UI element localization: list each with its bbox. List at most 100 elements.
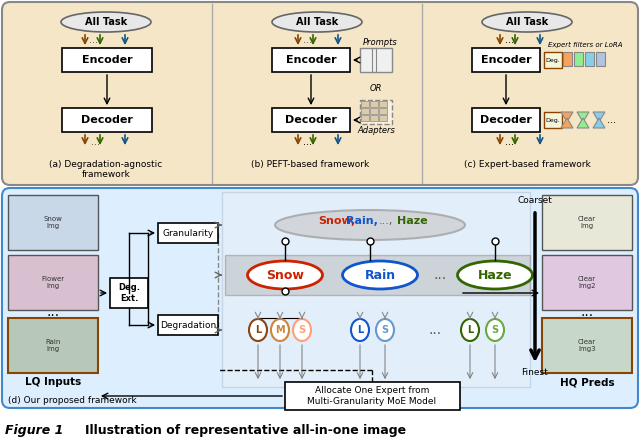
Ellipse shape — [458, 261, 532, 289]
Bar — [379, 108, 387, 114]
Text: Prompts: Prompts — [363, 37, 397, 46]
Bar — [472, 48, 540, 72]
Bar — [360, 100, 392, 124]
Bar — [585, 52, 594, 66]
Bar — [370, 101, 378, 107]
Bar — [225, 255, 530, 295]
Bar — [285, 382, 460, 410]
Ellipse shape — [248, 261, 323, 289]
Bar — [379, 101, 387, 107]
Text: All Task: All Task — [296, 17, 338, 27]
Text: Decoder: Decoder — [480, 115, 532, 125]
Text: Clear
Img2: Clear Img2 — [578, 275, 596, 288]
Text: Rain,: Rain, — [346, 216, 378, 226]
Text: Rain
Img: Rain Img — [45, 339, 61, 352]
Polygon shape — [593, 112, 605, 122]
Text: Encoder: Encoder — [82, 55, 132, 65]
Text: (d) Our proposed framework: (d) Our proposed framework — [8, 396, 136, 405]
Text: All Task: All Task — [85, 17, 127, 27]
Text: Encoder: Encoder — [285, 55, 336, 65]
Text: ...: ... — [303, 35, 312, 45]
Text: Finest: Finest — [522, 368, 548, 376]
Text: (c) Expert-based framework: (c) Expert-based framework — [463, 160, 590, 169]
Text: Snow: Snow — [266, 268, 304, 282]
Text: Deg.: Deg. — [546, 57, 561, 62]
Text: Adapters: Adapters — [357, 125, 395, 134]
Text: LQ Inputs: LQ Inputs — [25, 377, 81, 387]
Ellipse shape — [486, 319, 504, 341]
Bar — [596, 52, 605, 66]
Text: ...: ... — [92, 137, 100, 147]
Bar — [110, 278, 148, 308]
Bar — [563, 52, 572, 66]
Ellipse shape — [61, 12, 151, 32]
Ellipse shape — [482, 12, 572, 32]
Text: Figure 1: Figure 1 — [5, 424, 63, 437]
Bar — [222, 192, 530, 387]
Ellipse shape — [249, 319, 267, 341]
Polygon shape — [561, 118, 573, 128]
Text: Allocate One Expert from
Multi-Granularity MoE Model: Allocate One Expert from Multi-Granulari… — [307, 386, 436, 406]
Text: ...: ... — [433, 268, 447, 282]
Text: L: L — [467, 325, 473, 335]
Bar — [361, 101, 369, 107]
Text: Illustration of representative all-in-one image: Illustration of representative all-in-on… — [85, 424, 406, 437]
Text: Coarset: Coarset — [518, 195, 552, 205]
Text: HQ Preds: HQ Preds — [560, 377, 614, 387]
Ellipse shape — [275, 210, 465, 240]
Text: L: L — [255, 325, 261, 335]
Text: Rain: Rain — [364, 268, 396, 282]
Bar — [542, 195, 632, 250]
Bar — [544, 52, 562, 68]
FancyBboxPatch shape — [2, 188, 638, 408]
Ellipse shape — [272, 12, 362, 32]
Text: Deg.: Deg. — [546, 117, 561, 122]
Bar — [574, 52, 583, 66]
Bar — [62, 48, 152, 72]
Ellipse shape — [351, 319, 369, 341]
Text: Deg.
Ext.: Deg. Ext. — [118, 283, 140, 303]
Text: (b) PEFT-based framework: (b) PEFT-based framework — [251, 160, 369, 169]
Text: ...: ... — [428, 323, 442, 337]
Text: ...: ... — [607, 115, 616, 125]
Text: Decoder: Decoder — [285, 115, 337, 125]
Text: ...: ... — [506, 35, 515, 45]
Text: Granularity: Granularity — [163, 228, 214, 238]
Text: Decoder: Decoder — [81, 115, 133, 125]
Text: Snow,: Snow, — [318, 216, 356, 226]
Ellipse shape — [271, 319, 289, 341]
Ellipse shape — [293, 319, 311, 341]
Bar — [272, 48, 350, 72]
Text: Clear
Img: Clear Img — [578, 215, 596, 228]
Bar — [472, 108, 540, 132]
Text: Degradation: Degradation — [160, 320, 216, 329]
Text: S: S — [381, 325, 388, 335]
Text: Snow
Img: Snow Img — [44, 215, 63, 228]
Bar — [370, 115, 378, 121]
Bar — [272, 108, 350, 132]
Text: L: L — [357, 325, 363, 335]
Text: S: S — [298, 325, 305, 335]
Polygon shape — [561, 112, 573, 122]
Ellipse shape — [376, 319, 394, 341]
Text: S: S — [492, 325, 499, 335]
Text: Haze: Haze — [397, 216, 428, 226]
Text: All Task: All Task — [506, 17, 548, 27]
Text: Expert filters or LoRA: Expert filters or LoRA — [548, 42, 622, 48]
Bar — [544, 112, 562, 128]
Bar — [361, 108, 369, 114]
Text: Clear
Img3: Clear Img3 — [578, 339, 596, 352]
Text: ...: ... — [303, 137, 312, 147]
Bar — [158, 223, 218, 243]
Text: Flower
Img: Flower Img — [42, 275, 65, 288]
Text: (a) Degradation-agnostic
framework: (a) Degradation-agnostic framework — [49, 160, 163, 179]
Polygon shape — [577, 118, 589, 128]
Bar — [370, 108, 378, 114]
Bar — [158, 315, 218, 335]
Bar — [8, 318, 98, 373]
Bar — [8, 195, 98, 250]
Bar — [542, 255, 632, 310]
Bar — [360, 48, 392, 72]
Text: M: M — [275, 325, 285, 335]
Text: ...: ... — [580, 305, 593, 319]
